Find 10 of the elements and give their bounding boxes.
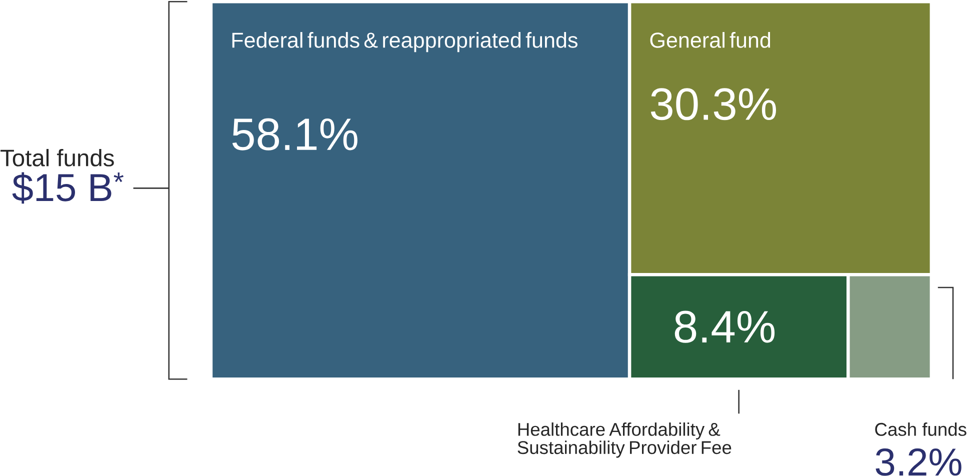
data-label: 3.2% bbox=[876, 448, 962, 476]
text: $15 B$^{*}$ bbox=[12, 172, 124, 204]
text: Total funds bbox=[0, 149, 114, 166]
data-label: 58.1% bbox=[232, 118, 358, 150]
category-label: Healthcare Affordability & Sustainability Provider Fee bbox=[518, 422, 732, 458]
category-label: General fund bbox=[650, 32, 770, 48]
data-label: 30.3% bbox=[650, 88, 776, 120]
data-label: 8.4% bbox=[674, 310, 775, 343]
category-label: Federal funds & reappropriated funds bbox=[232, 32, 578, 52]
category-label: Cash funds bbox=[875, 422, 966, 436]
